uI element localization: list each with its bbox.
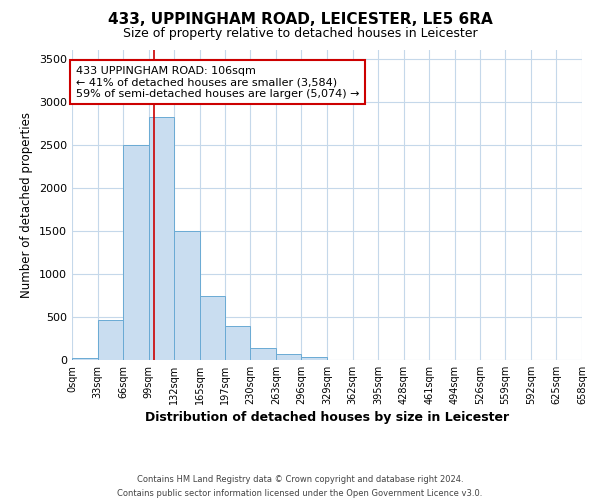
Text: Size of property relative to detached houses in Leicester: Size of property relative to detached ho… bbox=[122, 28, 478, 40]
Bar bbox=[175, 231, 200, 360]
Bar bbox=[250, 348, 276, 360]
Text: Contains HM Land Registry data © Crown copyright and database right 2024.
Contai: Contains HM Land Registry data © Crown c… bbox=[118, 476, 482, 498]
Bar bbox=[301, 356, 327, 360]
X-axis label: Distribution of detached houses by size in Leicester: Distribution of detached houses by size … bbox=[145, 411, 509, 424]
Bar bbox=[149, 117, 175, 360]
Text: 433, UPPINGHAM ROAD, LEICESTER, LE5 6RA: 433, UPPINGHAM ROAD, LEICESTER, LE5 6RA bbox=[107, 12, 493, 28]
Bar bbox=[72, 358, 98, 360]
Bar bbox=[98, 320, 123, 360]
Y-axis label: Number of detached properties: Number of detached properties bbox=[20, 112, 34, 298]
Bar bbox=[224, 326, 250, 360]
Bar bbox=[276, 354, 301, 360]
Text: 433 UPPINGHAM ROAD: 106sqm
← 41% of detached houses are smaller (3,584)
59% of s: 433 UPPINGHAM ROAD: 106sqm ← 41% of deta… bbox=[76, 66, 359, 98]
Bar bbox=[200, 296, 224, 360]
Bar bbox=[123, 144, 149, 360]
